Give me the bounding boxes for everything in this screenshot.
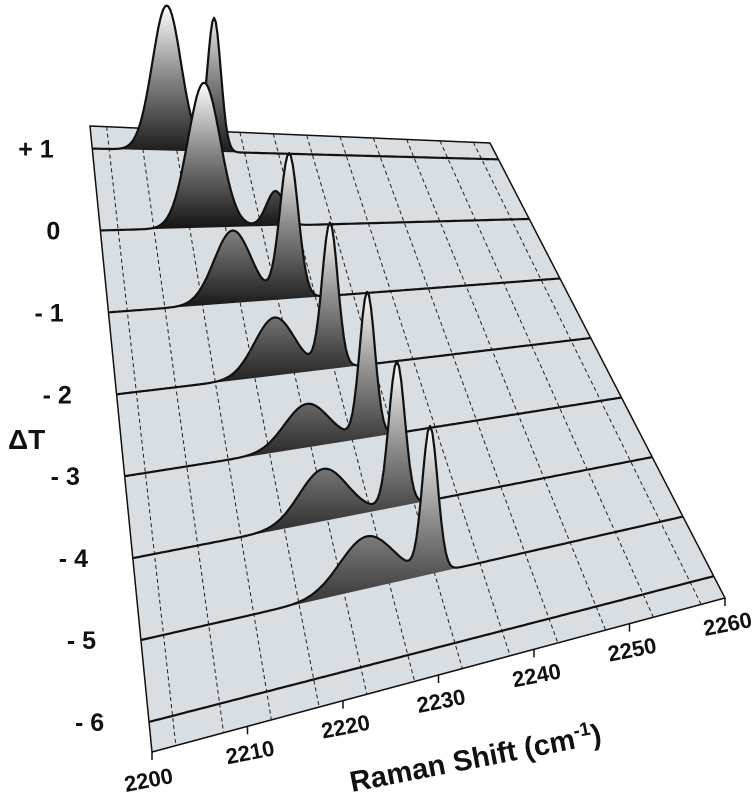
y-axis-title: ΔT [8, 424, 45, 455]
grid-line [406, 139, 607, 631]
trace-line [148, 575, 714, 724]
trace-label: - 2 [43, 381, 72, 409]
trace-label: + 1 [18, 136, 54, 164]
x-tick-label: 2210 [224, 735, 277, 769]
x-tick-label: 2260 [701, 607, 753, 641]
trace-0 [92, 4, 499, 161]
trace-fill [92, 5, 499, 160]
trace-fill [108, 153, 560, 313]
trace-line [140, 424, 684, 642]
trace-label: - 1 [34, 299, 63, 327]
trace-label: - 6 [75, 709, 104, 737]
trace-line [124, 290, 622, 478]
trace-fill [132, 361, 653, 559]
trace-line [100, 81, 530, 232]
traces [92, 4, 714, 724]
trace-4 [124, 290, 622, 478]
x-tick-label: 2220 [319, 710, 372, 744]
trace-line [116, 221, 591, 396]
trace-5 [132, 360, 653, 560]
x-tick-label: 2200 [122, 763, 175, 797]
trace-labels: + 1 0 - 1 - 2 - 3 - 4 - 5 - 6 [18, 136, 104, 737]
trace-3 [116, 221, 591, 396]
grid-line [372, 137, 559, 644]
x-tick-label: 2230 [415, 684, 468, 718]
trace-label: - 5 [67, 627, 96, 655]
x-tick-label: 2240 [510, 658, 563, 692]
x-axis-title: Raman Shift (cm-1) [347, 717, 604, 799]
trace-line [92, 4, 499, 161]
trace-label: - 4 [59, 545, 88, 573]
trace-label: - 3 [51, 463, 80, 491]
x-tick-label: 2250 [606, 633, 659, 667]
grid-line [106, 126, 177, 746]
trace-1 [100, 81, 530, 232]
trace-line [132, 360, 653, 560]
trace-fill [100, 82, 530, 231]
trace-7 [148, 575, 714, 724]
trace-fill [124, 291, 622, 477]
trace-label: 0 [46, 217, 60, 245]
trace-6 [140, 424, 684, 642]
